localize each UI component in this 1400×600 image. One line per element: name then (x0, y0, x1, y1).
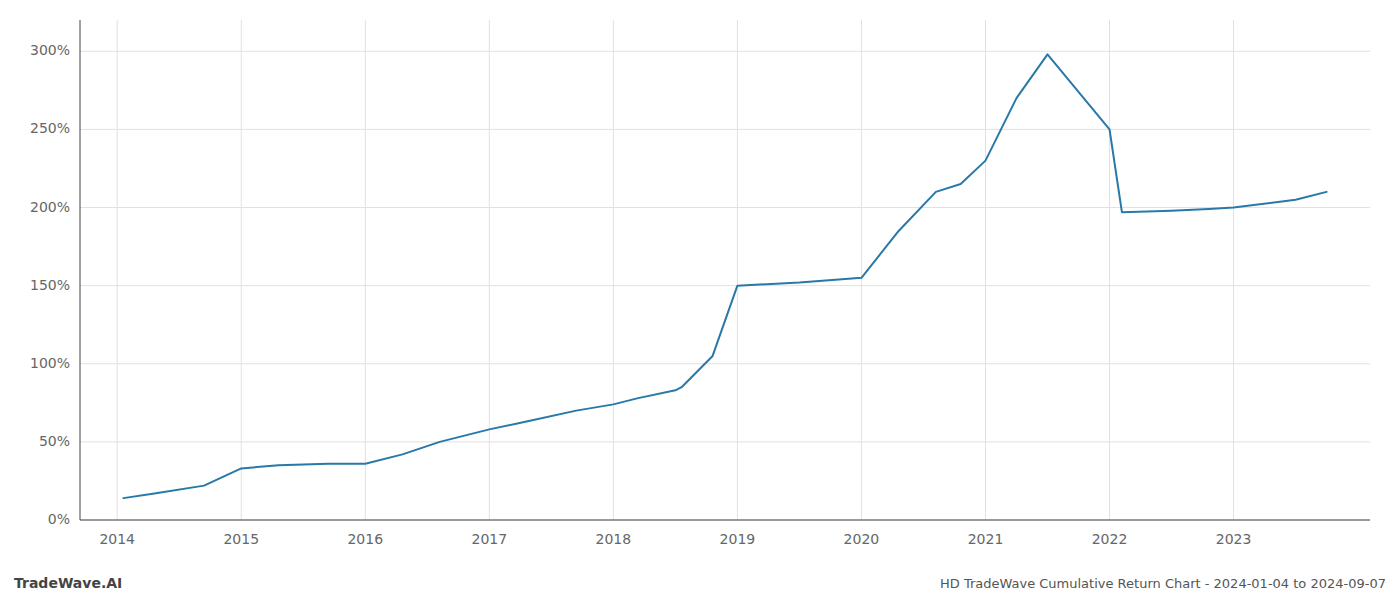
x-tick-label: 2019 (720, 531, 756, 547)
x-grid-line (1109, 20, 1110, 520)
y-grid-line (80, 520, 1370, 521)
x-grid-line (613, 20, 614, 520)
y-axis-line (80, 20, 81, 520)
chart-container: 0% 50% 100% 150% 200% 250% 300% 2014 2015 2016 201… (0, 0, 1400, 600)
plot-area (123, 54, 1326, 498)
x-tick-label: 2021 (968, 531, 1004, 547)
y-tick-label: 300% (30, 42, 70, 58)
x-tick-label: 2016 (347, 531, 383, 547)
y-tick-label: 250% (30, 120, 70, 136)
x-grid-line (117, 20, 118, 520)
tick-labels: 0% 50% 100% 150% 200% 250% 300% 2014 2015 2016 201… (30, 42, 1251, 547)
y-tick-label: 150% (30, 277, 70, 293)
y-grid-line (80, 129, 1370, 130)
y-grid-line (80, 441, 1370, 442)
x-grid-line (365, 20, 366, 520)
y-tick-label: 200% (30, 199, 70, 215)
y-grid-line (80, 51, 1370, 52)
y-tick-label: 50% (39, 433, 70, 449)
x-grid-line (1233, 20, 1234, 520)
x-tick-label: 2020 (844, 531, 880, 547)
x-tick-label: 2014 (99, 531, 135, 547)
grid (80, 20, 1370, 520)
watermark: TradeWave.AI (14, 575, 122, 591)
y-grid-line (80, 207, 1370, 208)
x-grid-line (737, 20, 738, 520)
x-tick-label: 2022 (1092, 531, 1128, 547)
y-tick-label: 100% (30, 355, 70, 371)
x-grid-line (489, 20, 490, 520)
x-axis-line (80, 520, 1370, 521)
y-tick-label: 0% (48, 511, 70, 527)
x-tick-label: 2023 (1216, 531, 1252, 547)
x-grid-line (861, 20, 862, 520)
title: HD TradeWave Cumulative Return Chart - 2… (940, 576, 1386, 591)
y-grid-line (80, 363, 1370, 364)
x-tick-label: 2017 (472, 531, 508, 547)
y-grid-line (80, 285, 1370, 286)
x-grid-line (985, 20, 986, 520)
chart-svg: 0% 50% 100% 150% 200% 250% 300% 2014 2015 2016 201… (0, 0, 1400, 600)
x-grid-line (241, 20, 242, 520)
line (123, 54, 1326, 498)
x-tick-label: 2018 (596, 531, 632, 547)
x-tick-label: 2015 (223, 531, 259, 547)
